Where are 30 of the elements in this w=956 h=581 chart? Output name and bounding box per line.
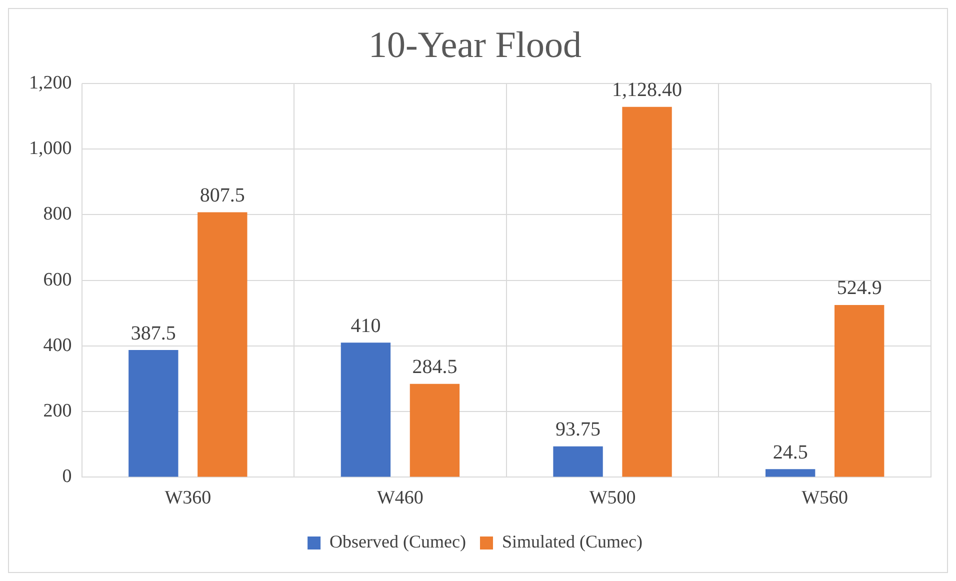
bar	[834, 304, 884, 477]
y-tick-label: 1,200	[29, 72, 72, 94]
data-label: 387.5	[130, 322, 176, 344]
data-label: 284.5	[412, 356, 458, 378]
bar	[340, 342, 391, 477]
y-tick-label: 400	[43, 334, 72, 356]
data-label: 410	[350, 314, 381, 337]
data-label: 24.5	[772, 441, 808, 464]
y-tick-label: 1,000	[29, 138, 72, 160]
chart-title: 10-Year Flood	[368, 24, 582, 66]
data-label: 524.9	[836, 277, 882, 300]
bar	[410, 384, 460, 477]
bar	[198, 212, 248, 477]
y-tick-label: 600	[43, 269, 72, 290]
data-label: 1,128.40	[612, 79, 682, 102]
bar	[766, 469, 816, 477]
y-tick-label: 800	[43, 204, 72, 225]
x-tick-label: W560	[802, 488, 848, 509]
data-label: 93.75	[556, 418, 601, 441]
bar	[553, 446, 603, 477]
y-tick-label: 200	[43, 400, 72, 422]
data-label: 807.5	[200, 184, 245, 206]
legend-label: Observed (Cumec)	[330, 532, 466, 552]
legend-label: Simulated (Cumec)	[502, 532, 642, 552]
y-tick-label: 0	[62, 466, 72, 488]
bar	[622, 106, 672, 477]
x-tick-label: W500	[589, 488, 636, 509]
bar	[128, 350, 178, 477]
x-tick-label: W360	[164, 488, 212, 509]
x-tick-label: W460	[377, 488, 424, 509]
